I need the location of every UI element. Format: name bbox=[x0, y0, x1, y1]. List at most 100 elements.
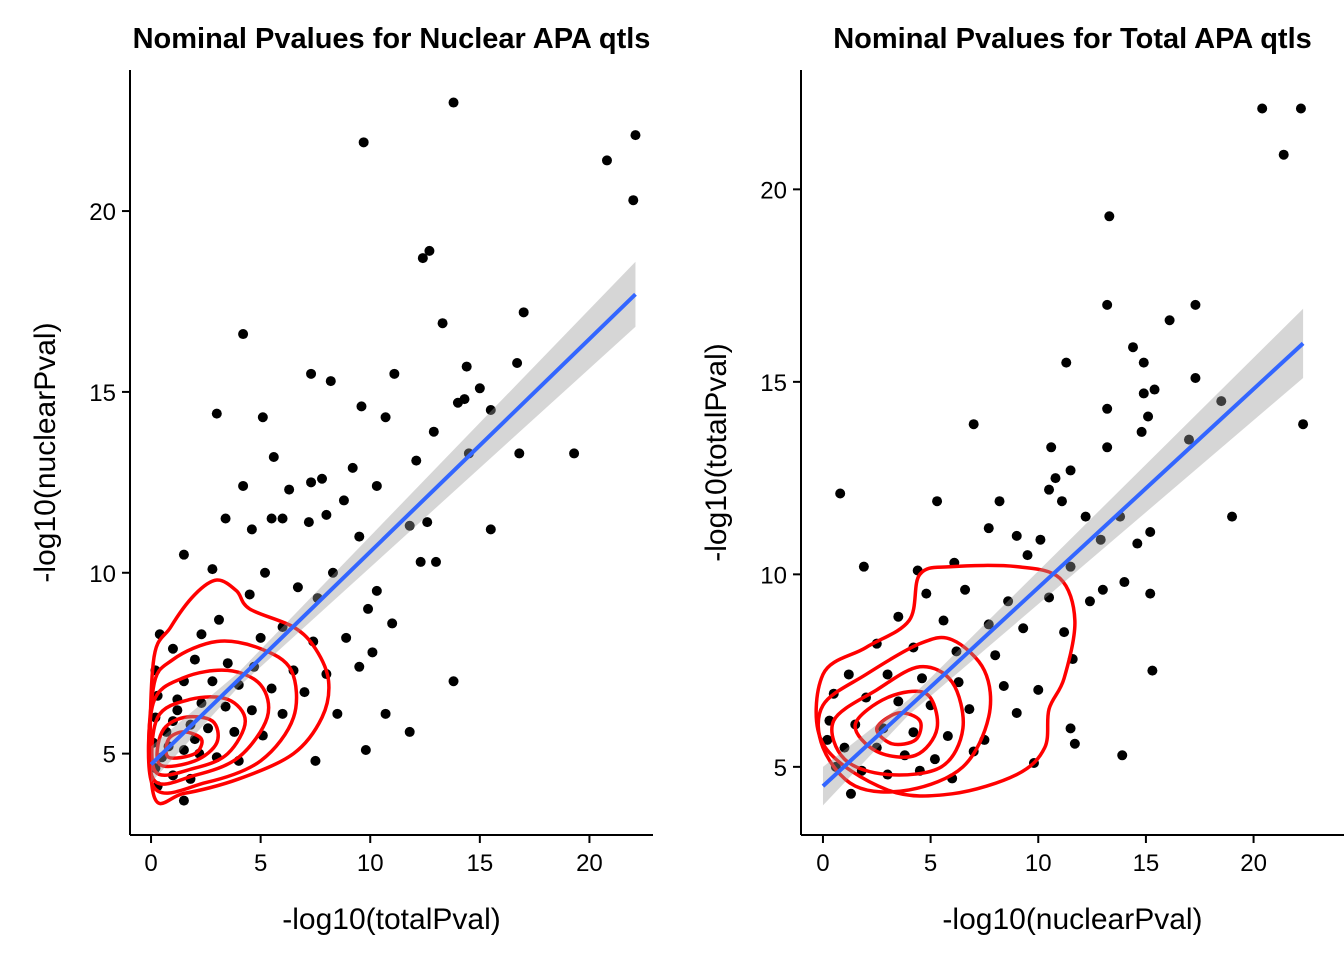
point bbox=[387, 618, 398, 629]
point bbox=[953, 677, 964, 688]
point bbox=[341, 632, 352, 643]
x-tick-label: 15 bbox=[466, 850, 493, 877]
point bbox=[178, 745, 189, 755]
point bbox=[306, 477, 317, 488]
x-axis-label: -log10(totalPval) bbox=[282, 903, 500, 936]
point bbox=[255, 632, 266, 643]
point bbox=[404, 726, 415, 737]
point bbox=[942, 731, 953, 742]
point bbox=[512, 357, 523, 368]
y-tick-label: 5 bbox=[774, 755, 787, 782]
point bbox=[514, 448, 525, 459]
point bbox=[630, 130, 641, 141]
point bbox=[1056, 496, 1067, 507]
point bbox=[1022, 550, 1033, 561]
point bbox=[1097, 584, 1108, 595]
point bbox=[203, 723, 214, 734]
point bbox=[196, 697, 207, 708]
chart-title: Nominal Pvalues for Nuclear APA qtls bbox=[133, 23, 651, 55]
point bbox=[893, 611, 904, 622]
point bbox=[338, 495, 349, 506]
point bbox=[424, 245, 435, 256]
point bbox=[428, 426, 439, 437]
point bbox=[1257, 103, 1268, 114]
point bbox=[196, 629, 207, 640]
point bbox=[360, 745, 371, 755]
point bbox=[277, 708, 288, 719]
point bbox=[238, 480, 249, 491]
point bbox=[437, 318, 448, 329]
point bbox=[994, 496, 1005, 507]
point bbox=[303, 517, 314, 528]
point bbox=[1065, 723, 1076, 734]
point bbox=[172, 705, 183, 716]
point bbox=[1046, 442, 1057, 453]
y-axis-label: -log10(totalPval) bbox=[700, 343, 733, 561]
point bbox=[843, 669, 854, 680]
confidence-band bbox=[151, 261, 636, 783]
point bbox=[1069, 738, 1080, 749]
point bbox=[921, 588, 932, 599]
point bbox=[474, 383, 485, 394]
point bbox=[1119, 577, 1130, 588]
y-tick-label: 15 bbox=[760, 370, 787, 397]
point bbox=[1295, 103, 1306, 114]
point bbox=[1227, 511, 1238, 522]
y-tick-label: 5 bbox=[103, 742, 116, 769]
trend-line bbox=[821, 341, 1305, 788]
y-tick-label: 20 bbox=[89, 199, 116, 226]
point bbox=[990, 650, 1001, 661]
point bbox=[238, 329, 249, 340]
point bbox=[839, 742, 850, 753]
point bbox=[207, 564, 218, 575]
point bbox=[1102, 442, 1113, 453]
point bbox=[220, 701, 231, 712]
point bbox=[461, 361, 472, 372]
point bbox=[1065, 561, 1076, 572]
plot-area bbox=[146, 97, 641, 806]
point bbox=[354, 661, 365, 672]
density-contour bbox=[164, 730, 204, 760]
point bbox=[1143, 411, 1154, 422]
x-tick-label: 10 bbox=[357, 850, 384, 877]
density-contour bbox=[146, 639, 299, 795]
point bbox=[960, 584, 971, 595]
point bbox=[448, 676, 459, 687]
point bbox=[938, 615, 949, 626]
point bbox=[268, 452, 279, 463]
point bbox=[356, 401, 367, 412]
point bbox=[929, 754, 940, 765]
x-tick-label: 20 bbox=[576, 850, 603, 877]
point bbox=[260, 567, 271, 578]
point bbox=[367, 647, 378, 658]
density-contour bbox=[830, 664, 966, 777]
point bbox=[167, 643, 178, 654]
point bbox=[411, 455, 422, 466]
y-axis-label: -log10(nuclearPval) bbox=[29, 322, 62, 582]
point bbox=[404, 520, 415, 531]
point bbox=[1011, 707, 1022, 718]
point bbox=[417, 253, 428, 264]
trend-line bbox=[149, 292, 637, 766]
point bbox=[1132, 538, 1143, 549]
point bbox=[189, 654, 200, 665]
point bbox=[964, 704, 975, 715]
point bbox=[310, 755, 321, 766]
point bbox=[1018, 623, 1029, 634]
point bbox=[389, 368, 400, 379]
point bbox=[1136, 426, 1147, 437]
point bbox=[266, 513, 277, 524]
point bbox=[354, 531, 365, 542]
point bbox=[1183, 434, 1194, 445]
point bbox=[284, 484, 295, 495]
point bbox=[1102, 299, 1113, 310]
density-contour bbox=[814, 563, 1077, 798]
confidence-band bbox=[822, 308, 1304, 806]
point bbox=[1080, 511, 1091, 522]
point bbox=[1044, 592, 1055, 603]
point bbox=[822, 734, 833, 745]
point bbox=[380, 708, 391, 719]
x-tick-label: 20 bbox=[1240, 850, 1267, 877]
point bbox=[358, 137, 369, 148]
